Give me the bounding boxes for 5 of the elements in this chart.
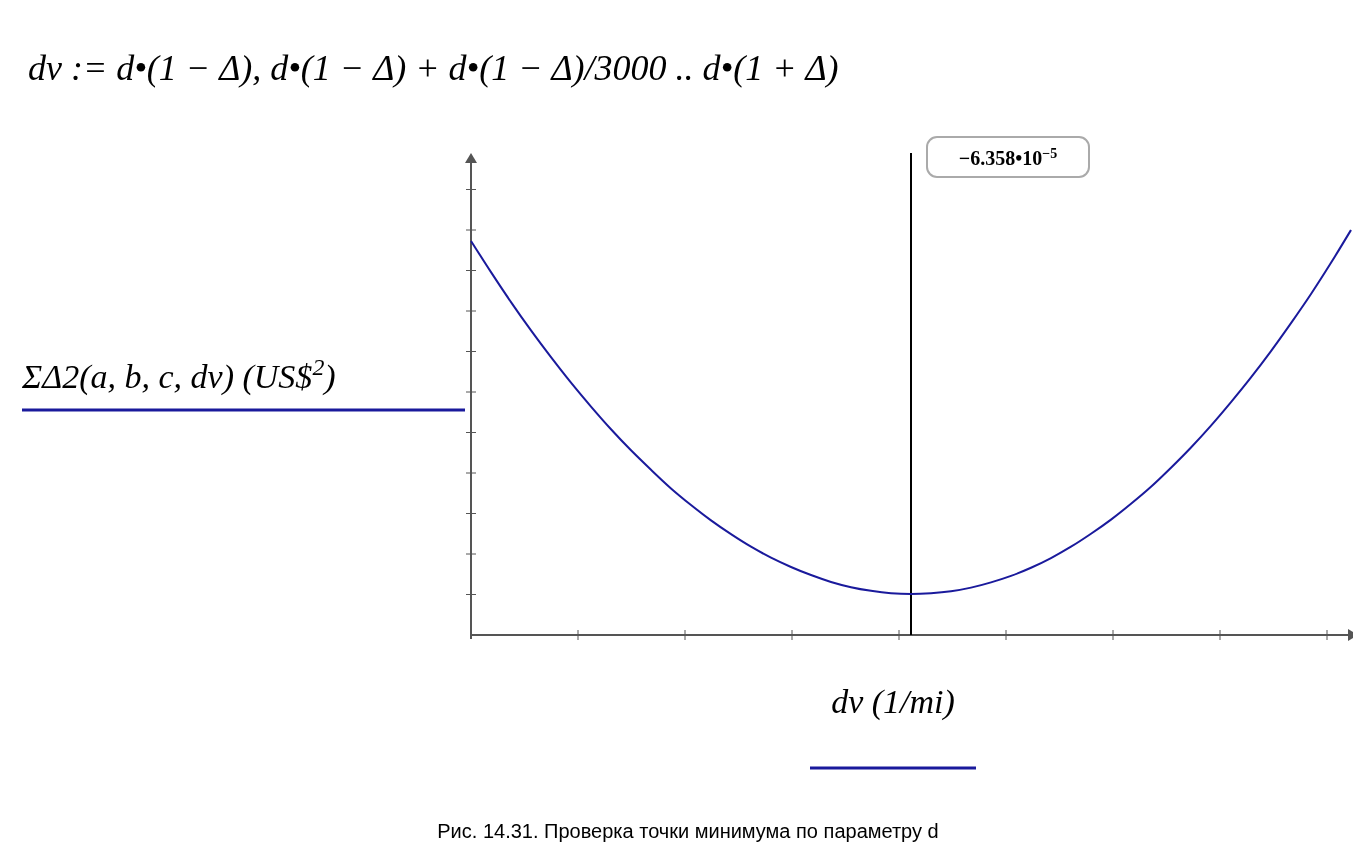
text: −6.358•10$^{−5}$ [958,145,1058,169]
x-axis-title: dv (1/mi) [831,683,955,721]
y-axis-title: ΣΔ2(a, b, c, dv) (US$$^{2}$) [21,354,336,396]
chart-title: dv := d•(1 − Δ), d•(1 − Δ) + d•(1 − Δ)/3000 .. d•(1 + Δ) [28,48,839,88]
text: Рис. 14.31. Проверка точки минимума по параметру d [437,820,939,842]
